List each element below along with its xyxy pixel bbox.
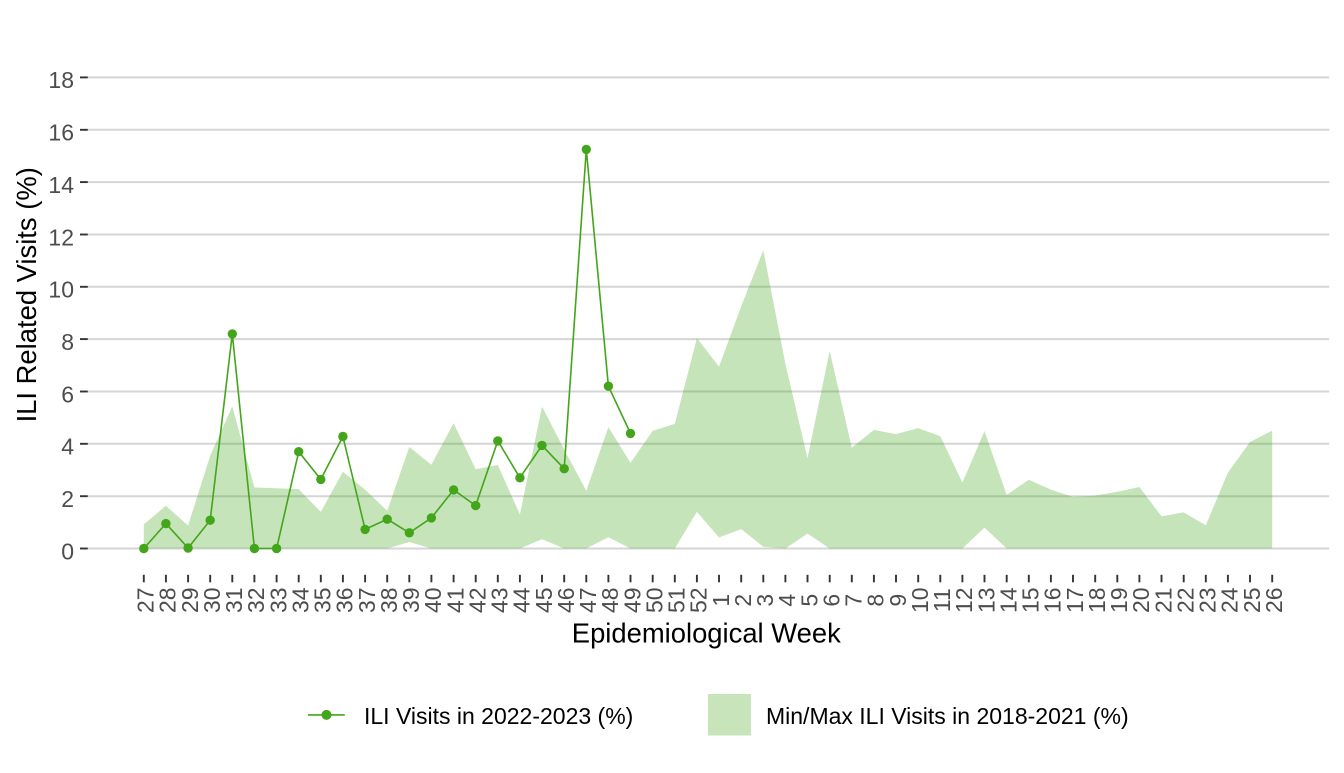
svg-text:27: 27 [133,587,159,613]
svg-text:42: 42 [465,587,491,613]
svg-text:33: 33 [265,587,291,613]
svg-text:6: 6 [61,381,74,407]
svg-text:8: 8 [863,594,889,607]
svg-text:52: 52 [686,587,712,613]
svg-text:46: 46 [553,587,579,613]
svg-text:18: 18 [48,67,74,93]
svg-text:29: 29 [177,587,203,613]
svg-text:4: 4 [774,594,800,607]
svg-text:49: 49 [619,587,645,613]
svg-text:1: 1 [708,594,734,607]
svg-text:30: 30 [199,587,225,613]
svg-text:18: 18 [1084,587,1110,613]
svg-text:17: 17 [1062,587,1088,613]
svg-text:31: 31 [221,587,247,613]
svg-text:Epidemiological Week: Epidemiological Week [572,618,841,649]
svg-text:15: 15 [1018,587,1044,613]
svg-text:10: 10 [48,277,74,303]
svg-text:0: 0 [61,538,74,564]
svg-text:3: 3 [752,594,778,607]
svg-text:5: 5 [796,594,822,607]
svg-text:35: 35 [310,587,336,613]
svg-text:11: 11 [929,588,955,612]
svg-text:44: 44 [509,587,535,613]
svg-text:Min/Max ILI Visits in 2018-202: Min/Max ILI Visits in 2018-2021 (%) [766,703,1129,729]
svg-text:32: 32 [243,587,269,613]
svg-text:14: 14 [996,587,1022,613]
svg-text:40: 40 [420,587,446,613]
svg-text:25: 25 [1239,587,1265,613]
svg-text:51: 51 [664,587,690,613]
svg-text:4: 4 [61,434,74,460]
svg-text:2: 2 [61,486,74,512]
svg-text:21: 21 [1150,587,1176,613]
svg-text:ILI Visits in 2022-2023 (%): ILI Visits in 2022-2023 (%) [364,703,633,729]
svg-text:7: 7 [841,594,867,607]
svg-text:26: 26 [1261,587,1287,613]
svg-text:9: 9 [885,594,911,607]
svg-text:28: 28 [155,587,181,613]
svg-text:16: 16 [48,120,74,146]
svg-text:8: 8 [61,329,74,355]
svg-text:2: 2 [730,594,756,607]
svg-text:39: 39 [398,587,424,613]
svg-text:45: 45 [531,587,557,613]
svg-text:41: 41 [442,587,468,613]
svg-text:34: 34 [288,587,314,613]
svg-text:ILI Related Visits (%): ILI Related Visits (%) [11,167,42,422]
svg-text:50: 50 [642,587,668,613]
svg-text:19: 19 [1106,587,1132,613]
svg-text:22: 22 [1173,587,1199,613]
svg-text:23: 23 [1195,587,1221,613]
svg-text:16: 16 [1040,587,1066,613]
svg-text:37: 37 [354,587,380,613]
svg-text:12: 12 [951,587,977,613]
svg-text:6: 6 [819,594,845,607]
svg-text:47: 47 [575,587,601,613]
svg-text:48: 48 [597,587,623,613]
svg-text:36: 36 [332,587,358,613]
svg-text:14: 14 [48,172,74,198]
svg-text:12: 12 [48,224,74,250]
svg-text:38: 38 [376,587,402,613]
svg-text:24: 24 [1217,587,1243,613]
svg-text:20: 20 [1128,587,1154,613]
svg-text:10: 10 [907,587,933,613]
svg-text:43: 43 [487,587,513,613]
svg-text:13: 13 [973,587,999,613]
